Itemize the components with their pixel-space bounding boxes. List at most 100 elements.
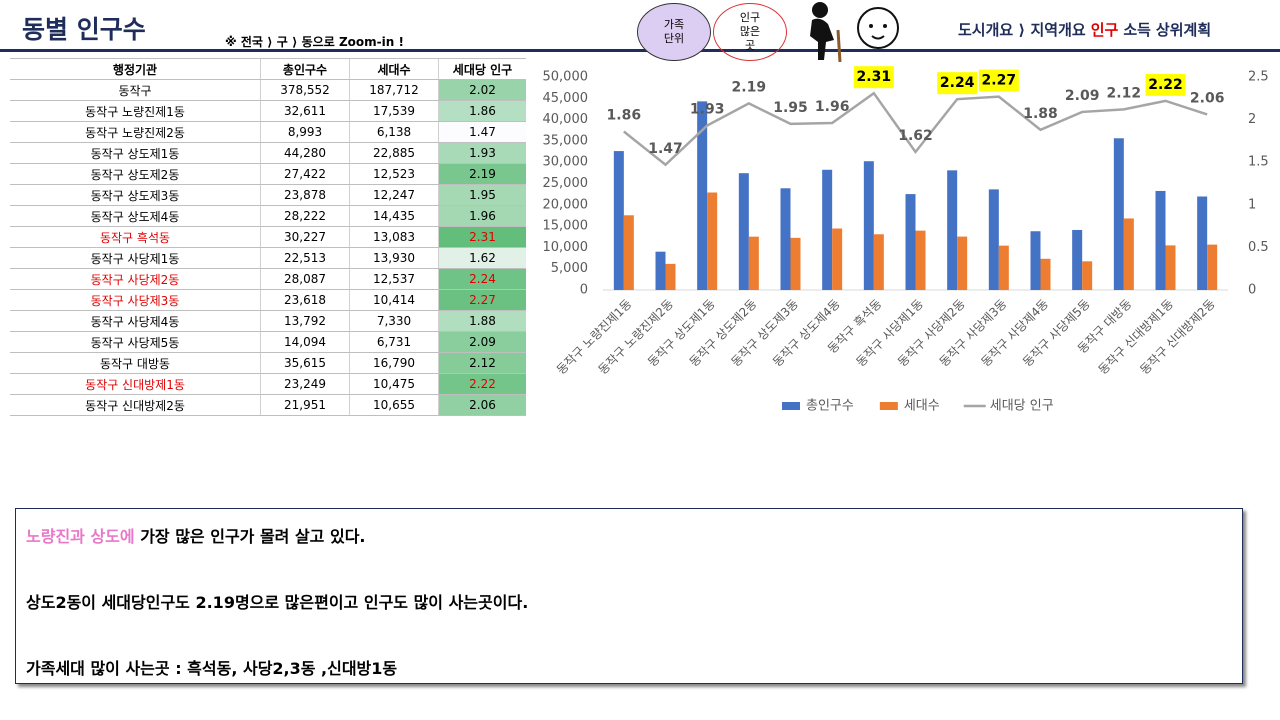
y-tick-label: 40,000 xyxy=(543,112,589,127)
bar xyxy=(1123,218,1134,290)
table-cell: 2.31 xyxy=(438,226,526,248)
data-label: 2.27 xyxy=(982,73,1017,89)
table-cell: 6,731 xyxy=(349,331,439,353)
y-tick-label: 50,000 xyxy=(543,70,589,85)
bar xyxy=(623,215,634,290)
table-cell: 동작구 상도제1동 xyxy=(10,142,261,164)
chart: 0 5,000 10,000 15,000 20,000 25,000 30,000 35,0… xyxy=(543,66,1269,414)
x-tick-label: 동작구 노량진제1동 xyxy=(554,297,634,377)
y2-tick-label: 0.5 xyxy=(1248,240,1269,255)
table-cell: 1.95 xyxy=(438,184,526,206)
y2-tick-label: 1 xyxy=(1248,197,1256,212)
bar xyxy=(1072,229,1083,290)
table-cell: 187,712 xyxy=(349,79,439,101)
population-table: 행정기관 총인구수 세대수 세대당 인구 동작구 378,552 187,712 2.02 동작… xyxy=(10,58,526,416)
table-cell: 1.86 xyxy=(438,100,526,122)
table-row: 동작구 흑석동 30,227 13,083 2.31 xyxy=(10,226,526,248)
table-cell: 7,330 xyxy=(349,310,439,332)
line xyxy=(623,91,1208,167)
y-tick-label: 35,000 xyxy=(543,133,589,148)
table-cell: 12,537 xyxy=(349,268,439,290)
table-cell: 2.02 xyxy=(438,79,526,101)
column-header: 세대수 xyxy=(349,58,439,80)
label-background xyxy=(853,66,894,89)
table-cell: 동작구 사당제4동 xyxy=(10,310,261,332)
legend-label: 총인구수 xyxy=(806,399,854,414)
note-text: 상도2동이 세대당인구도 2.19명으로 많은편이고 인구도 많이 사는곳이다. xyxy=(26,593,529,612)
legend-label: 세대수 xyxy=(904,399,940,414)
bubble-text: 인구 xyxy=(739,11,761,24)
table-cell: 6,138 xyxy=(349,121,439,143)
table-cell: 2.06 xyxy=(438,394,526,416)
bar xyxy=(1155,190,1166,290)
note-text: 가족세대 많이 사는곳 : 흑석동, 사당2,3동 ,신대방1동 xyxy=(26,659,398,678)
table-cell: 2.22 xyxy=(438,373,526,395)
nav-item[interactable]: 인구 xyxy=(1090,21,1119,39)
nav-item[interactable]: 소득 xyxy=(1123,21,1151,39)
bar xyxy=(748,236,759,290)
table-cell: 2.12 xyxy=(438,352,526,374)
table-row: 동작구 노량진제1동 32,611 17,539 1.86 xyxy=(10,100,526,122)
table-cell: 동작구 사당제2동 xyxy=(10,268,261,290)
bar xyxy=(665,263,676,290)
table-cell: 1.93 xyxy=(438,142,526,164)
bar xyxy=(707,192,718,290)
table-cell: 44,280 xyxy=(260,142,350,164)
nav-item[interactable]: 도시개요 ⟩ 지역개요 xyxy=(958,21,1086,39)
y2-tick-label: 2.5 xyxy=(1248,70,1269,85)
data-label: 1.47 xyxy=(648,141,683,157)
bar xyxy=(832,228,843,290)
nav-item[interactable]: 상위계획 xyxy=(1155,21,1212,39)
table-cell: 10,414 xyxy=(349,289,439,311)
table-cell: 35,615 xyxy=(260,352,350,374)
table-row: 동작구 사당제5동 14,094 6,731 2.09 xyxy=(10,331,526,353)
bar xyxy=(790,237,801,290)
table-row: 동작구 신대방제2동 21,951 10,655 2.06 xyxy=(10,394,526,416)
y2-tick-label: 2 xyxy=(1248,112,1256,127)
data-label: 1.96 xyxy=(815,99,850,115)
x-tick-label: 동작구 신대방제1동 xyxy=(1096,297,1176,377)
table-cell: 2.27 xyxy=(438,289,526,311)
column-header: 행정기관 xyxy=(10,58,261,80)
table-cell: 12,247 xyxy=(349,184,439,206)
table-cell: 10,655 xyxy=(349,394,439,416)
table-cell: 1.47 xyxy=(438,121,526,143)
table-row: 동작구 신대방제1동 23,249 10,475 2.22 xyxy=(10,373,526,395)
table-cell: 30,227 xyxy=(260,226,350,248)
bar xyxy=(697,101,708,290)
y-tick-label: 15,000 xyxy=(543,219,589,234)
table-row: 동작구 대방동 35,615 16,790 2.12 xyxy=(10,352,526,374)
data-label: 1.62 xyxy=(898,128,933,144)
y-tick-label: 5,000 xyxy=(551,261,588,276)
table-row: 동작구 사당제4동 13,792 7,330 1.88 xyxy=(10,310,526,332)
bar xyxy=(905,194,916,290)
subtitle: ※ 전국 ⟩ 구 ⟩ 동으로 Zoom-in ! xyxy=(225,35,404,49)
data-label: 2.24 xyxy=(940,75,975,91)
note-text: 가장 많은 인구가 몰려 살고 있다. xyxy=(140,527,366,546)
bar xyxy=(947,170,958,290)
label-background xyxy=(937,72,978,95)
table-row: 동작구 사당제1동 22,513 13,930 1.62 xyxy=(10,247,526,269)
y-tick-label: 45,000 xyxy=(543,91,589,106)
title: 동별 인구수 xyxy=(22,15,146,44)
table-cell: 2.19 xyxy=(438,163,526,185)
data-label: 1.93 xyxy=(690,102,725,118)
bubble: 인구 많은 곳 xyxy=(713,3,787,61)
x-tick-label: 동작구 신대방제2동 xyxy=(1137,297,1217,377)
table-row: 동작구 상도제4동 28,222 14,435 1.96 xyxy=(10,205,526,227)
table-cell: 13,792 xyxy=(260,310,350,332)
bar xyxy=(822,169,833,290)
legend-swatch xyxy=(879,402,898,410)
table-cell: 동작구 노량진제1동 xyxy=(10,100,261,122)
table-cell: 14,435 xyxy=(349,205,439,227)
y-tick-label: 20,000 xyxy=(543,197,589,212)
bar xyxy=(1030,231,1041,290)
table-cell: 1.62 xyxy=(438,247,526,269)
legend-label: 세대당 인구 xyxy=(990,399,1054,414)
table-cell: 27,422 xyxy=(260,163,350,185)
table-cell: 22,513 xyxy=(260,247,350,269)
table-cell: 14,094 xyxy=(260,331,350,353)
table-cell: 동작구 사당제1동 xyxy=(10,247,261,269)
bubble: 가족 단위 xyxy=(637,3,711,61)
